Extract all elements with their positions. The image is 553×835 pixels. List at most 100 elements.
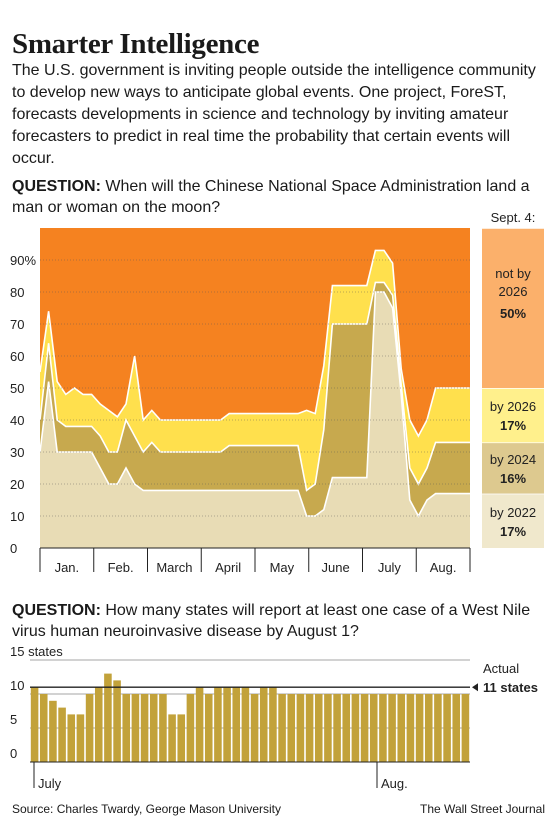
y-tick-label: 80 [10,285,24,300]
area-series-by-2024 [40,282,470,516]
y-tick-label: 0 [10,541,17,556]
area-chart: 0 10 20 30 40 50 60 70 80 90% Jan. Feb. March April Ma… [10,210,544,575]
panel-value-not-by-2026: 50% [500,306,526,321]
y-tick-label: 50 [10,381,24,396]
intro-text: The U.S. government is inviting people o… [12,62,536,167]
y-tick-label: 10 [10,509,24,524]
bar [85,694,94,762]
y-tick-label: 40 [10,413,24,428]
question-1: QUESTION: When will the Chinese National… [12,176,547,218]
bar [342,694,351,762]
y-tick-label: 30 [10,445,24,460]
bar-chart: 0 5 10 15 states Actual 11 states July Aug. [10,644,538,791]
bar [424,694,433,762]
bar [159,694,167,762]
bar [94,687,103,762]
bar [314,694,323,762]
bar [204,694,213,762]
bar [177,714,186,762]
month-label: Aug. [430,560,457,575]
bar [397,694,406,762]
bar-y-tick-label: 5 [10,712,17,727]
panel-label-not-by-2026: not by [495,266,531,281]
bar [287,694,296,762]
bar [241,687,250,762]
bar [131,694,140,762]
bar-x-label: Aug. [381,776,408,791]
bar [58,707,66,762]
month-label: May [270,560,295,575]
question-1-text: When will the Chinese National Space Adm… [12,178,530,216]
bar [461,694,470,762]
bar [434,694,442,762]
bar [140,694,149,762]
bar [415,694,424,762]
bar [259,687,268,762]
panel-block-by-2022 [482,493,544,548]
panel-label-by-2024: by 2024 [490,452,536,467]
panel-value-by-2026: 17% [500,418,526,433]
bar [214,687,222,762]
panel-label-by-2022: by 2022 [490,505,536,520]
y-tick-label: 70 [10,317,24,332]
boundary-line-by-2022 [39,291,470,518]
bar [39,694,48,762]
bar [379,694,387,762]
boundary-line-by-2026 [39,249,470,438]
bar [452,694,461,762]
bar [333,694,341,762]
y-tick-label: 90% [10,253,36,268]
source-note: Source: Charles Twardy, George Mason Uni… [12,802,281,816]
credit-note: The Wall Street Journal [420,802,545,816]
bar [388,694,396,762]
panel-block-by-2026 [482,388,544,443]
month-label: July [378,560,402,575]
area-series-not-by-2026 [40,228,470,436]
question-2-label: QUESTION: [12,602,101,619]
bar [406,694,415,762]
y-tick-label: 20 [10,477,24,492]
month-label: Jan. [55,560,80,575]
bar [122,694,131,762]
bar [232,687,241,762]
area-series-by-2022 [40,292,470,548]
bar [76,714,85,762]
bar-y-tick-label: 10 [10,678,24,693]
question-1-label: QUESTION: [12,178,101,195]
panel-value-by-2022: 17% [500,524,526,539]
bar [168,714,176,762]
question-2: QUESTION: How many states will report at… [12,600,547,642]
y-tick-label: 60 [10,349,24,364]
bar [113,680,121,762]
month-label: April [215,560,241,575]
month-label: March [156,560,192,575]
bar [278,694,286,762]
bar [67,714,76,762]
bar-y-tick-label: 0 [10,746,17,761]
area-series-by-2026 [40,250,470,491]
panel-value-by-2024: 16% [500,471,526,486]
bar [186,694,195,762]
bar [351,694,360,762]
panel-header: Sept. 4: [491,210,536,225]
bar [149,694,158,762]
panel-block-not-by-2026 [482,228,544,388]
panel-label-by-2026: by 2026 [490,399,536,414]
question-2-text: How many states will report at least one… [12,602,531,640]
month-label: Feb. [108,560,134,575]
bar [324,694,332,762]
panel-block-by-2024 [482,442,544,494]
bar [49,700,57,762]
bar [30,687,39,762]
boundary-line-by-2024 [39,281,470,492]
reference-arrow [472,683,478,692]
reference-label-2: 11 states [483,680,538,695]
bar [104,673,112,762]
bar [296,694,305,762]
bar [223,687,231,762]
bar [305,694,314,762]
chart-title: Smarter Intelligence [12,28,260,60]
bar [369,694,378,762]
bar [269,687,277,762]
